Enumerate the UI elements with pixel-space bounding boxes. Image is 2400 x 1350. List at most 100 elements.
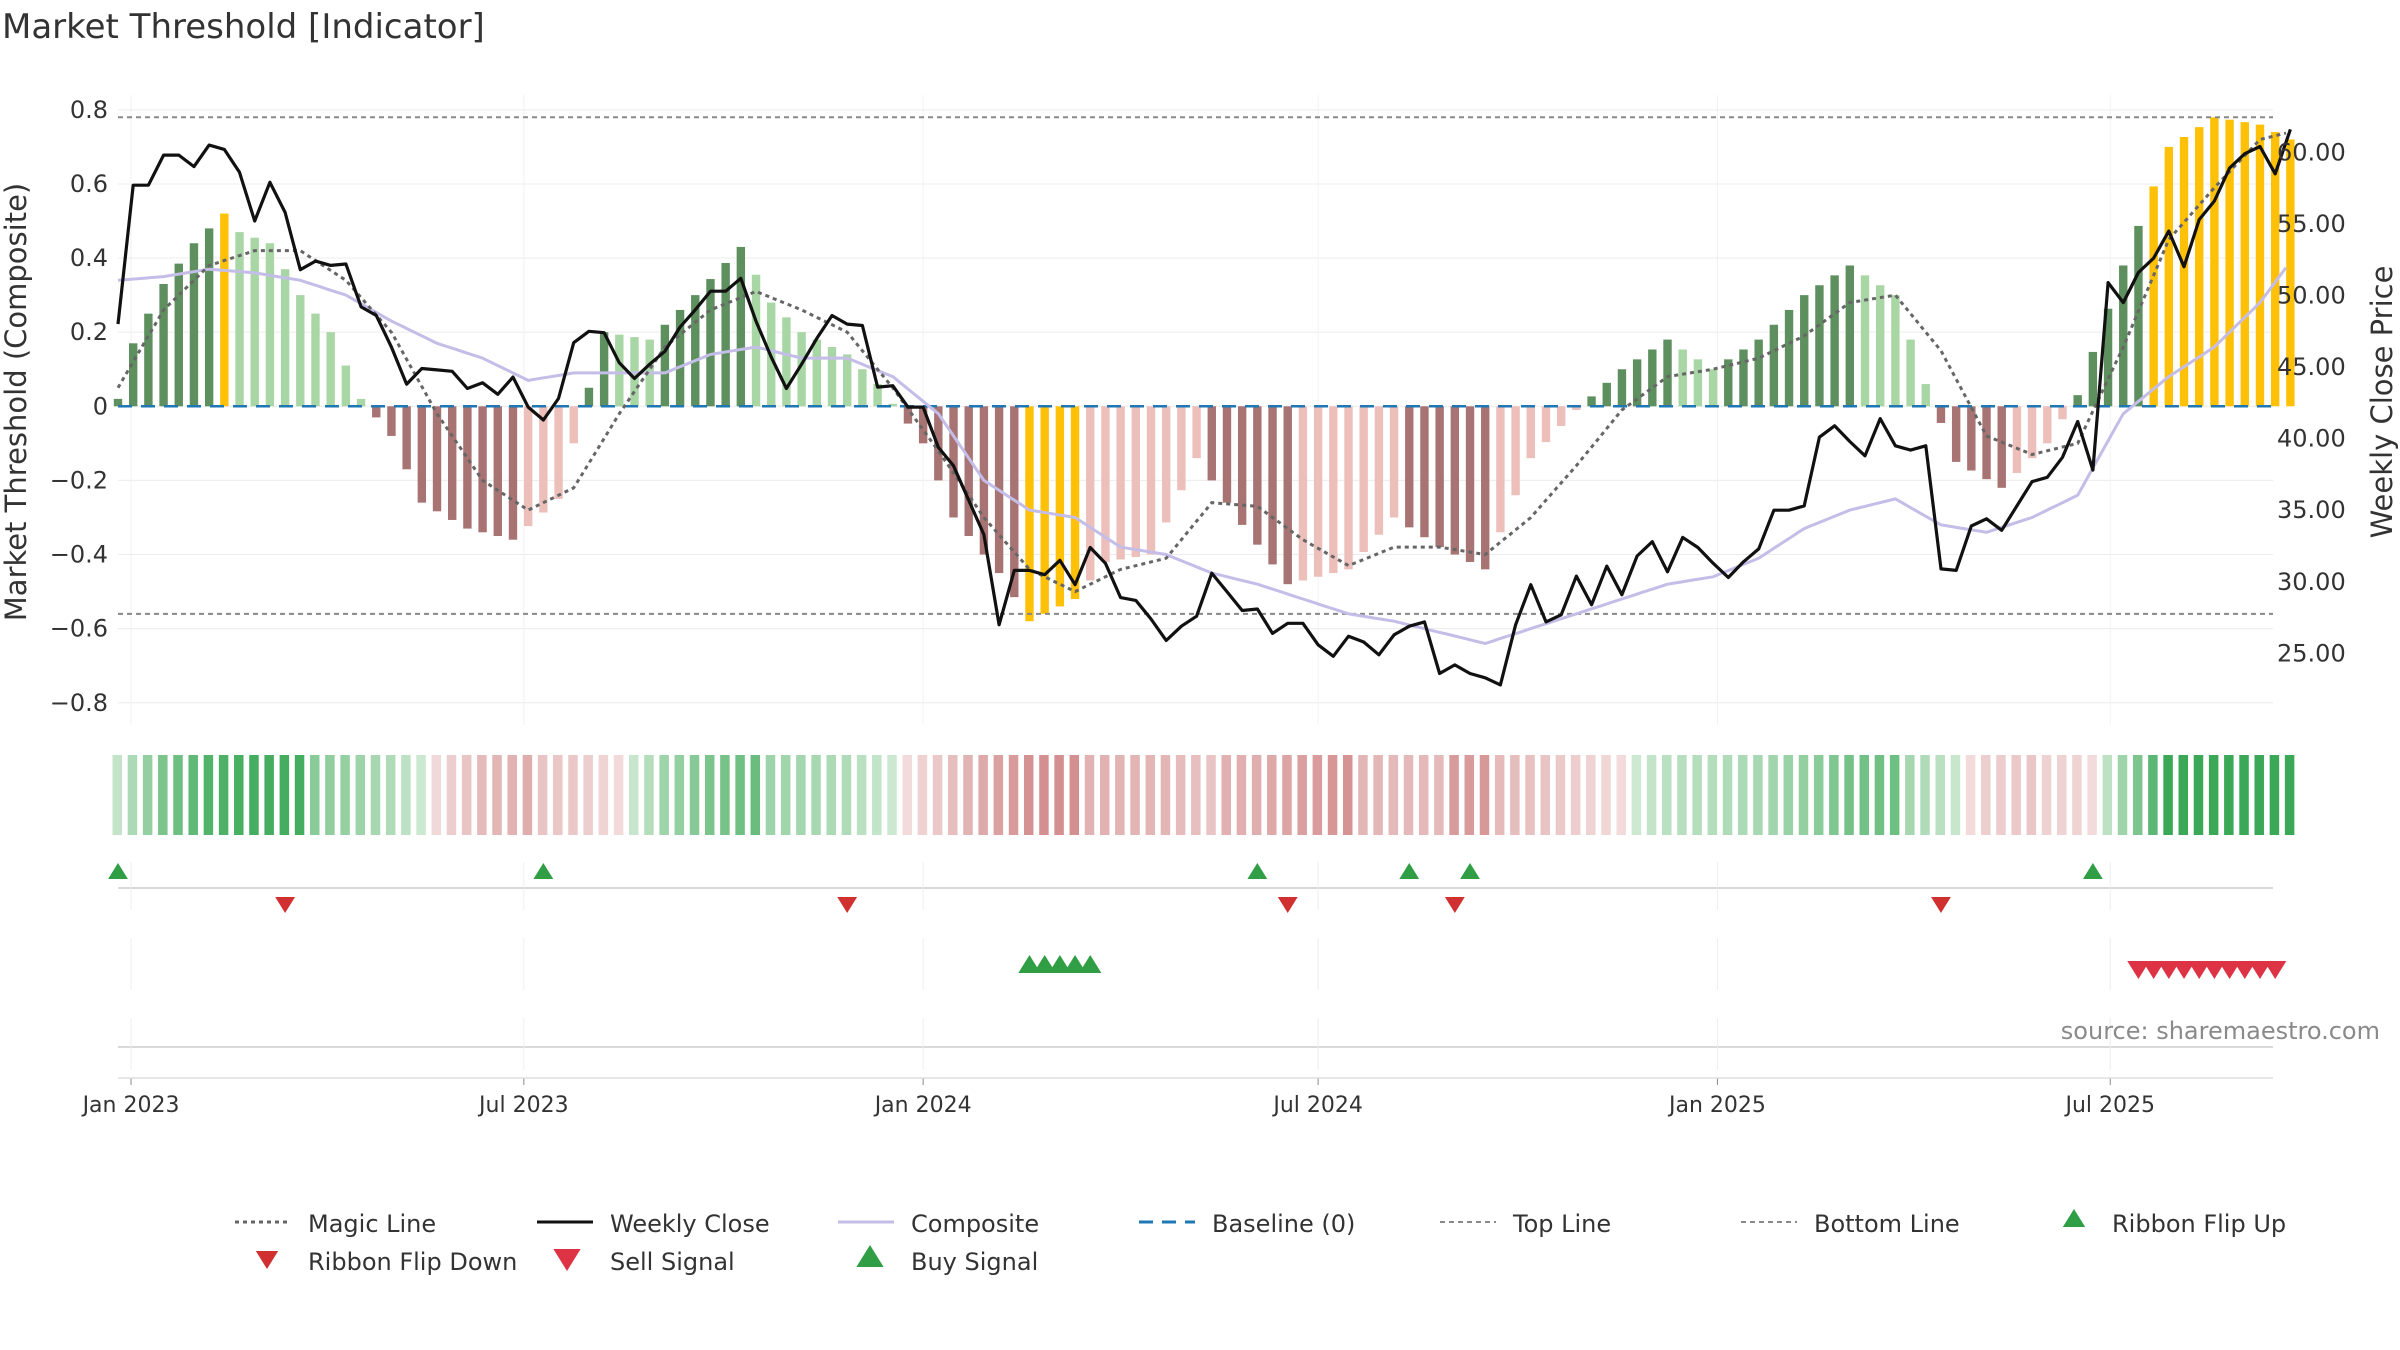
ribbon-cell: [1601, 755, 1611, 835]
histogram-bar: [1435, 406, 1444, 548]
histogram-bar: [1617, 369, 1627, 407]
histogram-bar: [1541, 406, 1551, 443]
chart-title: Market Threshold [Indicator]: [2, 7, 485, 47]
ribbon-cell: [325, 755, 335, 835]
histogram-bar: [1921, 384, 1930, 407]
histogram-bar: [1891, 295, 1900, 407]
ribbon-cell: [872, 755, 882, 835]
ribbon-cell: [1418, 755, 1429, 835]
ribbon-cell: [963, 755, 973, 835]
histogram-bar: [1739, 349, 1748, 407]
ribbon-cell: [1297, 755, 1307, 835]
histogram-bar: [782, 317, 791, 407]
histogram-bar: [812, 339, 822, 407]
legend-swatch-flip-up: [2062, 1209, 2086, 1227]
histogram-bar: [1420, 406, 1429, 538]
ribbon-cell: [370, 755, 381, 835]
ribbon-cell: [1662, 755, 1672, 835]
histogram-bar: [478, 406, 487, 533]
y-tick-label: 0.2: [70, 318, 108, 346]
histogram-bar: [1146, 406, 1156, 555]
ribbon-cell: [416, 755, 426, 835]
buy-signal-marker: [1048, 955, 1072, 973]
ribbon-cell: [1874, 755, 1885, 835]
histogram-bar: [2088, 351, 2098, 407]
histogram-bar: [1344, 406, 1353, 570]
ribbon-cell: [218, 755, 229, 835]
ribbon-cell: [583, 755, 593, 835]
histogram-bar: [1769, 324, 1779, 407]
histogram-bar: [1860, 275, 1870, 407]
ribbon-cell: [142, 755, 153, 835]
ribbon-cell: [249, 755, 259, 835]
sell-signal-marker: [2188, 961, 2211, 979]
histogram-bar: [2164, 146, 2174, 407]
ribbon-cell: [461, 755, 472, 835]
x-tick-label: Jul 2024: [1271, 1093, 1363, 1118]
ribbon-cell: [537, 755, 548, 835]
ribbon-cell: [902, 755, 912, 835]
histogram-bar: [2270, 132, 2280, 407]
histogram-bar: [1313, 406, 1323, 577]
ribbon-cell: [2269, 755, 2280, 835]
histogram-bar: [1693, 359, 1703, 407]
ribbon-cell: [431, 755, 442, 835]
histogram-bar: [1982, 406, 1991, 480]
y2-tick-label: 40.00: [2277, 425, 2346, 453]
ribbon-cell: [2148, 755, 2158, 835]
histogram-bar: [1936, 406, 1946, 423]
ribbon-cell: [1905, 755, 1915, 835]
histogram-bar: [1754, 339, 1763, 407]
ribbon-cell: [2284, 755, 2295, 835]
ribbon-cell: [1859, 755, 1870, 835]
histogram-bar: [569, 406, 578, 444]
y2-tick-label: 45.00: [2277, 353, 2346, 381]
ribbon-cell: [1130, 755, 1140, 835]
ribbon-cell: [1039, 755, 1049, 835]
ribbon-flip-down-marker: [1444, 897, 1465, 913]
ribbon-cell: [1570, 755, 1581, 835]
ribbon-cell: [1996, 755, 2006, 835]
ribbon-cell: [887, 755, 897, 835]
ribbon-cell: [522, 755, 533, 835]
buy-signal-marker: [1018, 955, 1041, 973]
histogram-bar: [842, 354, 852, 407]
y-tick-label: 0.6: [70, 170, 108, 198]
ribbon-cell: [826, 755, 836, 835]
histogram-bar: [1055, 406, 1065, 607]
histogram-bar: [554, 406, 563, 499]
ribbon-cell: [1373, 755, 1383, 835]
histogram-bar: [2119, 265, 2128, 407]
right-y-axis: 60.00 55.00 50.00 45.00 40.00 35.00 30.00 25.00: [2277, 138, 2346, 667]
ribbon-cell: [720, 755, 730, 835]
histogram-bar: [1283, 406, 1292, 585]
histogram-bar: [888, 403, 897, 407]
sell-signal-marker: [2172, 961, 2196, 979]
histogram-bar: [539, 406, 548, 513]
ribbon-cell: [401, 755, 411, 835]
legend-swatch-buy: [856, 1245, 884, 1267]
histogram-bar: [220, 213, 229, 407]
histogram-bar: [417, 406, 427, 503]
histogram-bar: [1450, 406, 1460, 555]
histogram-bar: [463, 406, 472, 529]
ribbon-cell: [1403, 755, 1414, 835]
histogram-bar: [691, 295, 700, 407]
histogram-bar: [918, 406, 928, 444]
histogram-bar: [1374, 406, 1384, 535]
ribbon-cell: [1221, 755, 1231, 835]
ribbon-cell: [629, 755, 639, 835]
ribbon-cell: [188, 755, 198, 835]
ribbon-cell: [1707, 755, 1718, 835]
legend-label-bottom: Bottom Line: [1814, 1210, 1960, 1238]
ribbon-cell: [1251, 755, 1262, 835]
histogram-bar: [1997, 406, 2006, 488]
ribbon-cell: [279, 755, 290, 835]
x-tick-label: Jul 2023: [477, 1093, 569, 1118]
histogram-bar: [2179, 137, 2189, 407]
ribbon-cell: [2011, 755, 2021, 835]
weekly-close-line: [116, 128, 2292, 687]
histogram-bar: [2043, 406, 2052, 444]
histogram-bar: [1678, 349, 1687, 407]
histogram-bar: [827, 347, 837, 407]
